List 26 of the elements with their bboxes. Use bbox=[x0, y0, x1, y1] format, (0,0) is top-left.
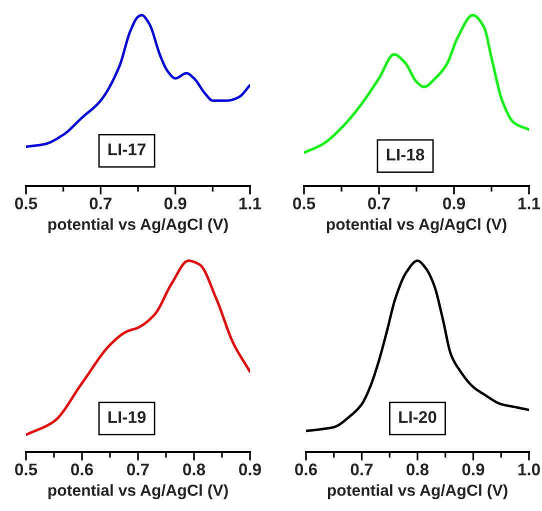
x-tick-label: 0.8 bbox=[406, 464, 429, 476]
x-tick-label: 0.7 bbox=[127, 464, 149, 476]
x-axis-title: potential vs Ag/AgCl (V) bbox=[326, 218, 506, 234]
x-tick-label: 0.9 bbox=[443, 198, 465, 210]
x-tick-label: 0.6 bbox=[71, 464, 93, 476]
x-tick-label: 0.7 bbox=[350, 464, 373, 476]
annotation: LI-17 bbox=[108, 144, 146, 156]
annotation: LI-19 bbox=[108, 411, 146, 423]
x-tick-label: 1.0 bbox=[518, 464, 540, 476]
annotation: LI-20 bbox=[399, 411, 436, 423]
x-tick-label: 0.7 bbox=[368, 198, 390, 210]
x-tick-label: 0.7 bbox=[90, 198, 112, 210]
x-tick-label: 0.5 bbox=[293, 198, 316, 210]
x-tick-label: 0.9 bbox=[164, 198, 186, 210]
x-tick-label: 0.5 bbox=[15, 464, 38, 476]
x-tick-label: 0.9 bbox=[239, 464, 261, 476]
x-tick-label: 1.1 bbox=[518, 198, 540, 210]
x-tick-label: 0.6 bbox=[295, 464, 317, 476]
x-tick-label: 0.8 bbox=[183, 464, 206, 476]
annotation: LI-18 bbox=[386, 148, 424, 161]
x-axis-title: potential vs Ag/AgCl (V) bbox=[48, 218, 228, 234]
x-axis-title: potential vs Ag/AgCl (V) bbox=[48, 484, 228, 500]
x-axis-title: potential vs Ag/AgCl (V) bbox=[328, 484, 508, 500]
x-tick-label: 0.9 bbox=[462, 464, 484, 476]
x-tick-label: 0.5 bbox=[15, 198, 38, 210]
x-tick-label: 1.1 bbox=[239, 198, 262, 210]
